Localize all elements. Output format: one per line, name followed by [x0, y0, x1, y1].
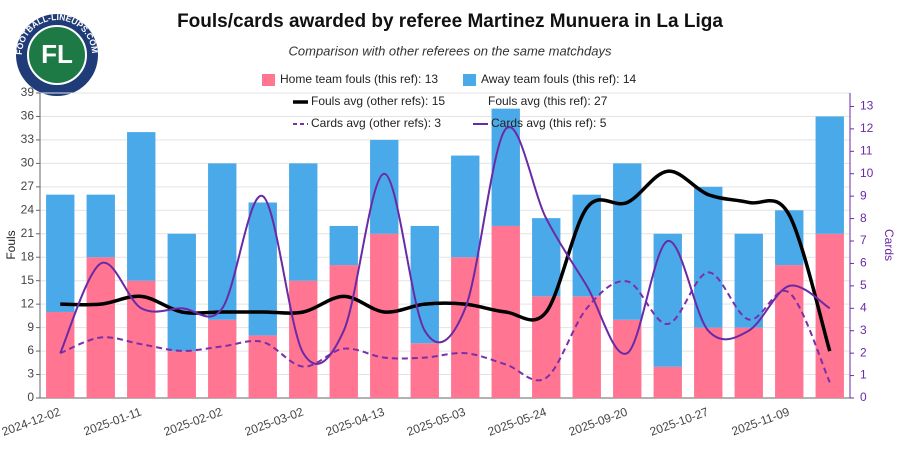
legend-label: Cards avg (this ref): 5 — [491, 116, 607, 130]
chart-title: Fouls/cards awarded by referee Martinez … — [177, 11, 723, 32]
x-tick-label: 2025-11-09 — [730, 405, 792, 439]
legend-label: Home team fouls (this ref): 13 — [280, 72, 438, 86]
bar — [532, 218, 561, 297]
logo: FL FOOTBALL-LINEUPS.COM — [14, 12, 100, 96]
y2-tick-label: 9 — [860, 188, 867, 202]
bar — [613, 163, 642, 320]
bar — [694, 327, 723, 398]
bar — [289, 163, 318, 281]
y-tick-label: 3 — [27, 367, 34, 381]
y-tick-label: 18 — [21, 249, 35, 263]
x-tick-label: 2025-03-02 — [243, 405, 306, 439]
bar — [451, 155, 480, 258]
x-tick-label: 2024-12-02 — [0, 405, 63, 439]
svg-text:FL: FL — [41, 39, 73, 69]
y-tick-label: 21 — [21, 226, 35, 240]
y2-tick-label: 7 — [860, 233, 867, 247]
y2-tick-label: 13 — [860, 99, 874, 113]
x-tick-label: 2025-10-27 — [648, 405, 711, 439]
bar — [370, 139, 399, 234]
bar — [86, 257, 115, 398]
x-tick-label: 2025-05-24 — [486, 405, 549, 439]
bar — [248, 335, 277, 398]
bar — [653, 366, 682, 398]
bar — [86, 194, 115, 258]
y-tick-label: 6 — [27, 343, 34, 357]
y2-tick-label: 6 — [860, 256, 867, 270]
y-axis-label: Fouls — [4, 230, 18, 259]
bar — [46, 194, 75, 312]
y2-tick-label: 0 — [860, 390, 867, 404]
y2-tick-label: 1 — [860, 368, 867, 382]
y-tick-label: 39 — [21, 85, 35, 99]
x-tick-label: 2025-01-11 — [82, 405, 144, 439]
y-tick-label: 24 — [21, 202, 35, 216]
x-tick-label: 2025-04-13 — [324, 405, 387, 439]
bar — [410, 343, 439, 398]
y-tick-label: 9 — [27, 320, 34, 334]
bar — [208, 319, 237, 398]
bar — [572, 194, 601, 297]
y-tick-label: 33 — [21, 132, 35, 146]
bar — [329, 225, 358, 266]
legend-label: Fouls avg (other refs): 15 — [311, 94, 445, 108]
legend-label: Cards avg (other refs): 3 — [311, 116, 441, 130]
y2-tick-label: 2 — [860, 345, 867, 359]
y2-tick-label: 5 — [860, 278, 867, 292]
y-tick-label: 0 — [27, 390, 34, 404]
bar — [127, 132, 156, 281]
y-tick-label: 30 — [21, 156, 35, 170]
legend-swatch — [262, 74, 275, 86]
y2-tick-label: 11 — [860, 143, 873, 157]
x-tick-label: 2025-05-03 — [405, 405, 468, 439]
y-tick-label: 27 — [21, 179, 35, 193]
legend-label: Away team fouls (this ref): 14 — [481, 72, 637, 86]
bar — [370, 233, 399, 398]
y2-tick-label: 12 — [860, 121, 874, 135]
bar — [167, 233, 196, 352]
bar — [734, 327, 763, 398]
legend-label: Fouls avg (this ref): 27 — [488, 94, 608, 108]
x-tick-label: 2025-02-02 — [162, 405, 225, 439]
legend-swatch — [463, 74, 476, 86]
bar — [815, 116, 844, 234]
bar — [653, 233, 682, 367]
chart-subtitle: Comparison with other referees on the sa… — [289, 43, 612, 58]
line — [60, 169, 832, 352]
line — [59, 126, 831, 365]
line — [59, 271, 831, 383]
y2-tick-label: 8 — [860, 211, 867, 225]
y-tick-label: 15 — [21, 273, 35, 287]
bar — [694, 186, 723, 328]
bar — [410, 225, 439, 344]
y-tick-label: 12 — [21, 296, 35, 310]
x-tick-label: 2025-09-20 — [567, 405, 630, 439]
y-tick-label: 36 — [21, 109, 35, 123]
bar — [289, 280, 318, 398]
y2-axis-label: Cards — [882, 229, 896, 261]
bar — [734, 233, 763, 328]
bar — [208, 163, 237, 320]
bar — [572, 296, 601, 398]
y2-tick-label: 3 — [860, 323, 867, 337]
y2-tick-label: 10 — [860, 166, 874, 180]
y2-tick-label: 4 — [860, 300, 867, 314]
bar — [167, 351, 196, 398]
